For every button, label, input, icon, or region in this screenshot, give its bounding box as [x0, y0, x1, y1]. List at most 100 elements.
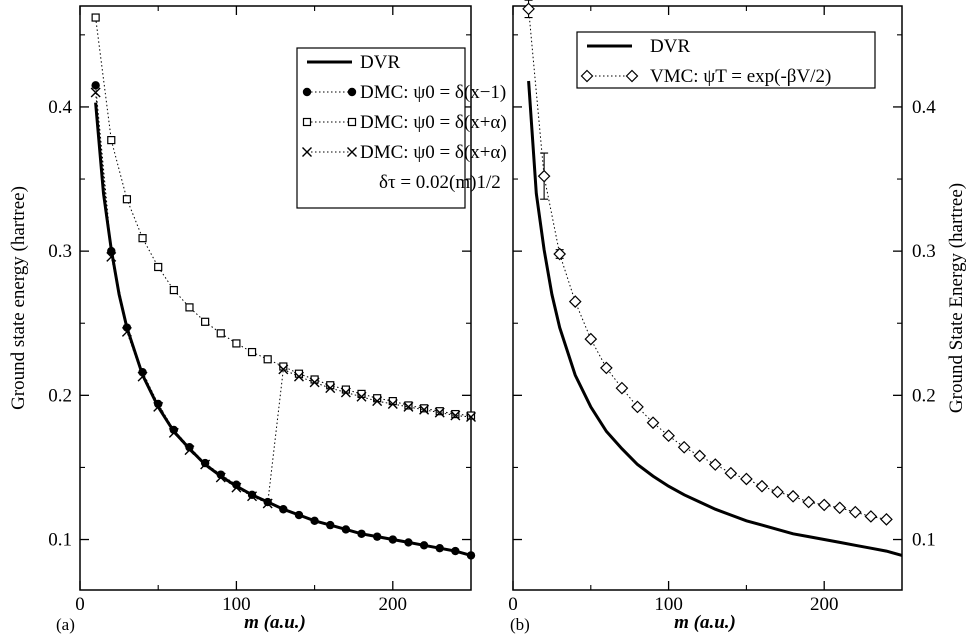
data-point [693, 449, 707, 463]
legend-box [576, 31, 876, 89]
data-point [215, 472, 226, 483]
data-point [107, 246, 116, 256]
panel-b: 0 100 200 0.1 0.2 0.3 0.4 m (a.u.) Ground State … [508, 0, 967, 634]
legend-label: δτ = 0.02(m)1/2 [379, 172, 501, 193]
data-point [168, 427, 179, 438]
data-point [309, 377, 320, 388]
data-point [553, 247, 567, 261]
data-point [247, 490, 257, 500]
y-axis-label: Ground state energy (hartree) [8, 186, 29, 410]
series-line [527, 80, 903, 557]
data-point [403, 401, 414, 412]
data-point [677, 440, 691, 454]
data-point [341, 525, 351, 534]
data-point [216, 470, 225, 479]
legend-marker [302, 87, 312, 97]
data-point [278, 364, 289, 375]
data-point [419, 541, 429, 550]
data-point [138, 234, 147, 243]
legend-marker [302, 147, 312, 157]
data-point [169, 425, 179, 435]
data-point [848, 505, 862, 519]
data-point [232, 480, 241, 489]
data-point [184, 445, 195, 456]
data-point [802, 495, 815, 509]
legend-box [296, 47, 466, 209]
data-point [404, 538, 413, 547]
data-point [106, 251, 117, 262]
y-tick-label: 0.2 [912, 385, 936, 406]
data-point [435, 407, 444, 416]
data-point [153, 401, 164, 412]
panel-a: 0 100 200 0.1 0.2 0.3 0.4 m (a.u.) Ground state … [8, 5, 507, 634]
data-point [466, 551, 476, 560]
data-point [154, 262, 163, 272]
data-point [200, 459, 211, 470]
data-point [137, 371, 148, 382]
data-point [522, 2, 535, 16]
data-point [90, 87, 101, 98]
data-point [279, 505, 288, 514]
data-point [294, 510, 304, 520]
data-point [880, 512, 893, 526]
legend-marker [347, 87, 357, 97]
data-point [154, 399, 163, 409]
data-point [185, 443, 194, 452]
data-point [708, 458, 722, 471]
legend: DVR DMC: ψ0 = δ(x−1) DMC: ψ0 = δ(x+α) DMC: … [296, 47, 507, 209]
data-point [724, 466, 738, 480]
data-point [122, 195, 132, 204]
series-DMC_delta_x_minus_1 [91, 81, 476, 560]
x-tick-label: 200 [379, 594, 408, 615]
data-point [631, 400, 644, 414]
legend-marker [580, 69, 594, 83]
data-point [615, 381, 629, 395]
data-point [200, 458, 210, 468]
y-tick-label: 0.3 [48, 241, 72, 262]
series-line [95, 92, 268, 504]
legend-label: DVR [360, 52, 400, 73]
legend-marker [625, 69, 639, 83]
connector-line [267, 369, 284, 504]
data-point [568, 295, 582, 308]
x-tick-label: 200 [810, 594, 839, 615]
data-point [357, 529, 366, 538]
data-point [419, 404, 430, 415]
legend-label: VMC: ψT = exp(-βV/2) [650, 66, 831, 87]
data-point [169, 285, 178, 295]
series-DMC_delta_x_plus_alpha_scaled_dt [90, 87, 476, 509]
x-tick-label: 100 [654, 594, 683, 615]
data-point [435, 543, 444, 553]
data-point [356, 391, 367, 402]
data-point [247, 347, 257, 357]
data-point [434, 407, 445, 418]
data-point [451, 546, 460, 556]
legend-label: DMC: ψ0 = δ(x−1) [360, 82, 506, 103]
y-tick-label: 0.1 [48, 530, 72, 551]
data-point [372, 532, 382, 541]
data-point [419, 404, 429, 413]
data-point [372, 396, 383, 407]
data-point [340, 387, 351, 398]
legend-marker [347, 117, 357, 127]
y-tick-label: 0.2 [48, 385, 72, 406]
data-point [201, 317, 210, 326]
data-point [646, 416, 660, 430]
legend: DVR VMC: ψT = exp(-βV/2) [576, 31, 876, 89]
data-point [232, 339, 241, 348]
data-point [786, 489, 800, 503]
data-point [817, 498, 831, 512]
data-point [740, 472, 753, 486]
data-point [537, 169, 551, 183]
series-VMC [522, 0, 893, 526]
data-point [864, 510, 878, 523]
data-point [231, 482, 242, 493]
data-point [247, 491, 258, 502]
data-point [326, 520, 335, 530]
x-tick-label: 0 [75, 594, 85, 615]
y-tick-label: 0.1 [912, 530, 936, 551]
x-tick-label: 100 [222, 594, 251, 615]
data-point [262, 498, 273, 509]
data-point [91, 13, 100, 22]
data-point [466, 411, 476, 420]
